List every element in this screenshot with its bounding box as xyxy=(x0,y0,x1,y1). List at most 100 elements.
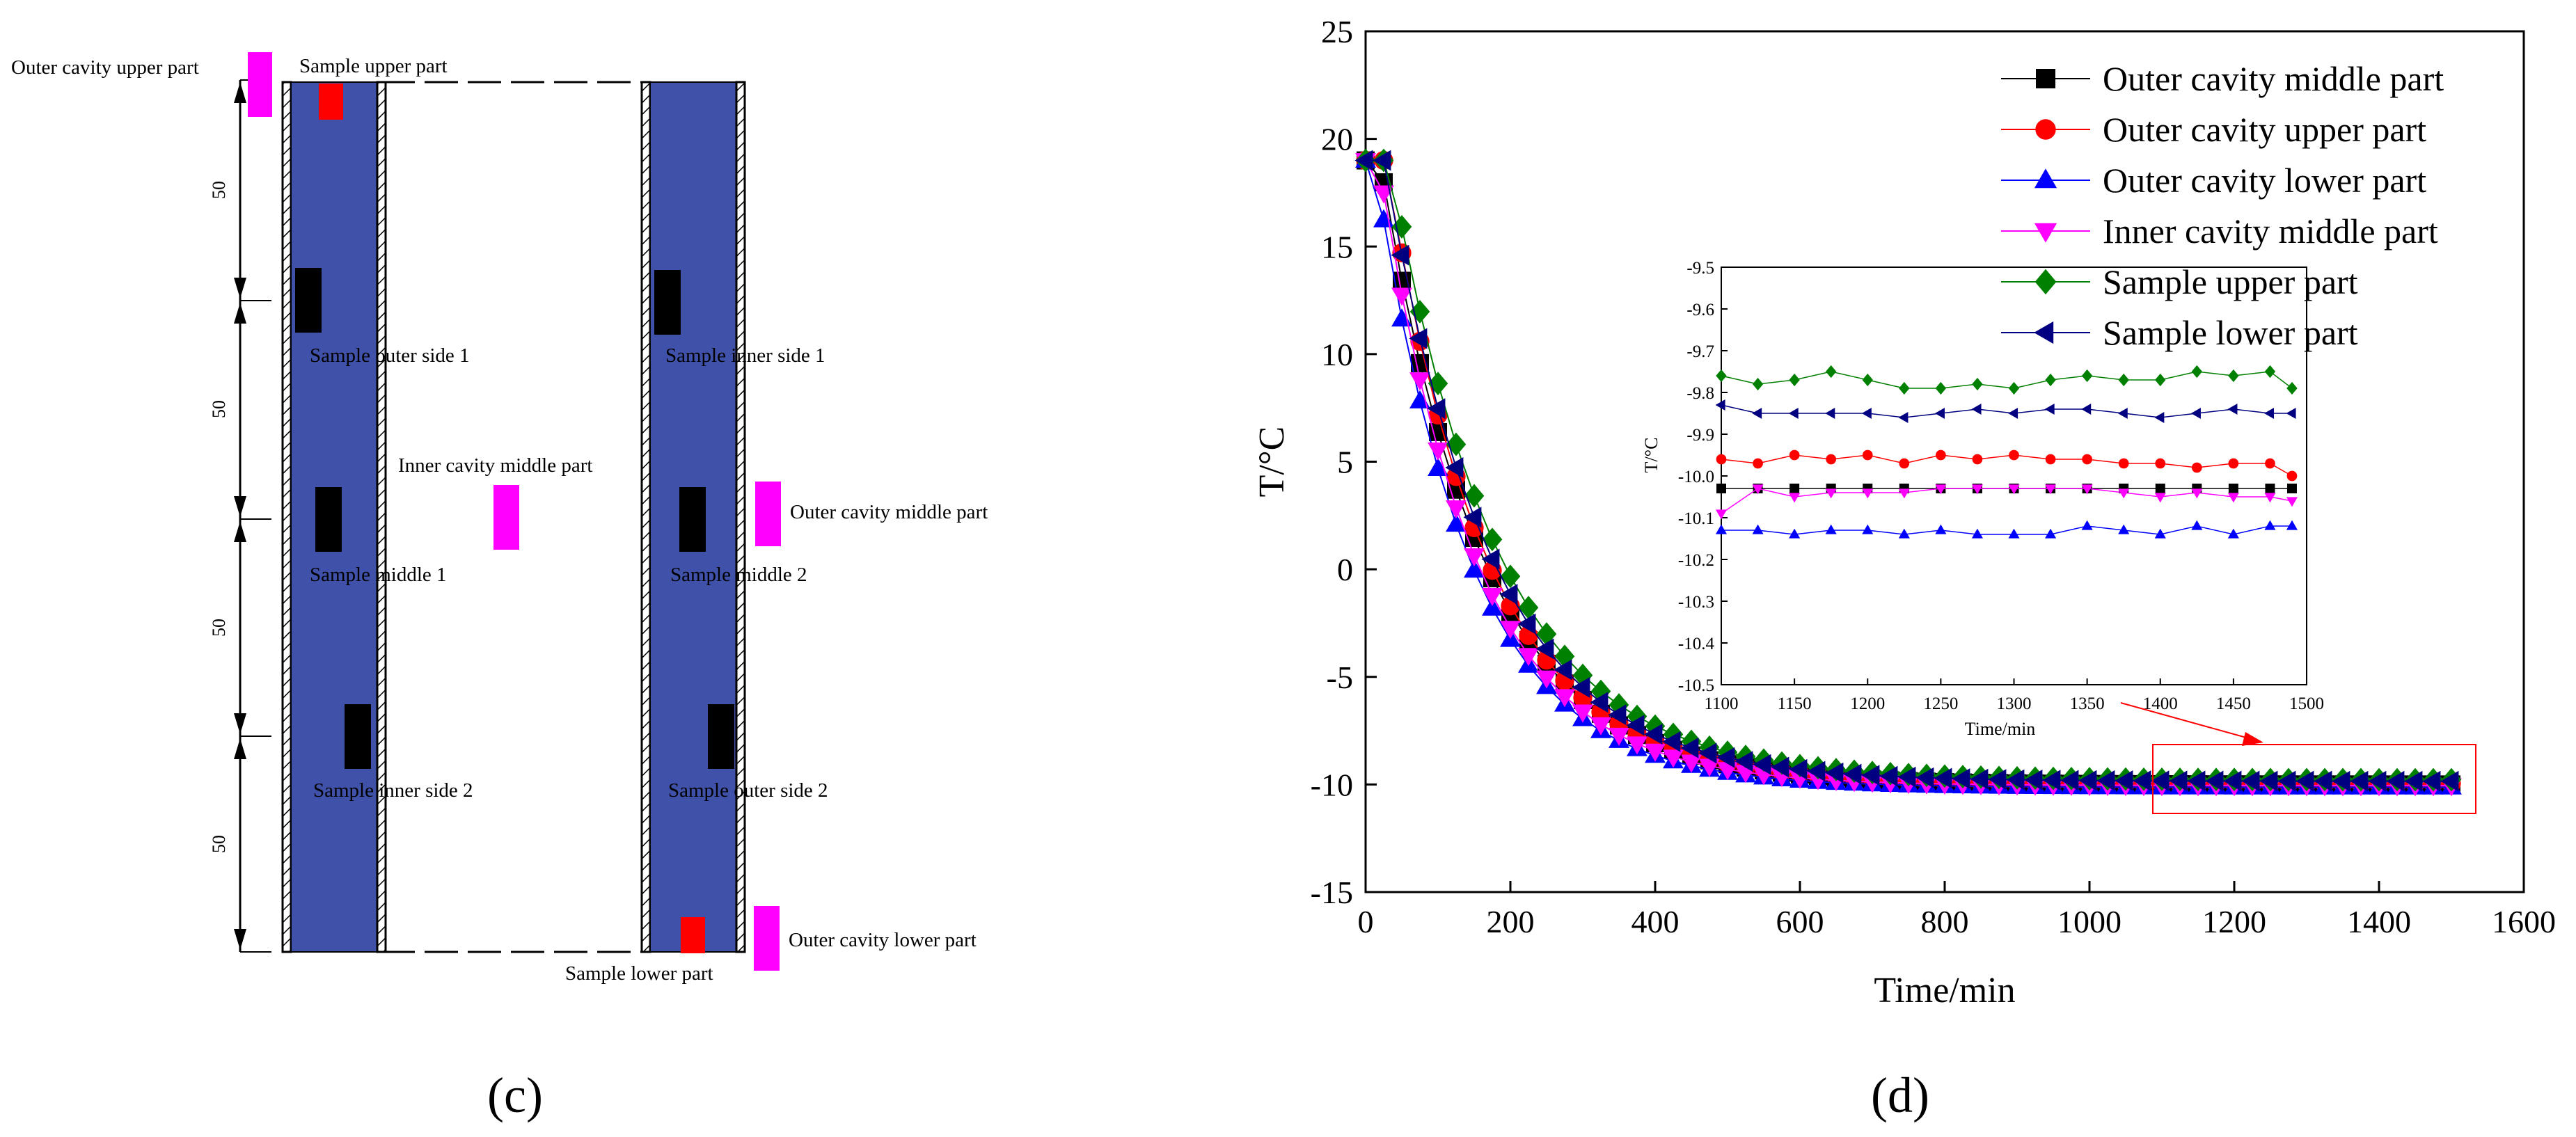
dimension-label-4: 50 xyxy=(209,835,229,853)
data-point xyxy=(2205,770,2224,792)
main-chart-axes: 0 200 400 600 800 1000 1200 1400 1600 -15 -10 -5 0 5 1… xyxy=(1252,14,2556,1010)
inset-x-tick-label: 1200 xyxy=(1850,694,1885,713)
dimension-arrowhead xyxy=(234,303,246,324)
panel-c-schematic: 50 50 50 50 xyxy=(11,52,988,1123)
data-point xyxy=(1735,751,1753,772)
inset-y-tick-label: -10.0 xyxy=(1678,468,1714,486)
caption-c: (c) xyxy=(487,1067,543,1123)
inset-data-point xyxy=(1862,373,1873,387)
data-point xyxy=(2296,770,2314,792)
data-point xyxy=(1500,564,1521,589)
main-chart-series xyxy=(1354,148,2462,797)
data-point xyxy=(2187,770,2206,792)
dimension-arrowhead xyxy=(234,278,246,299)
inset-y-tick-label: -9.7 xyxy=(1686,342,1714,361)
label-sample-outer-1: Sample outer side 1 xyxy=(310,344,470,367)
x-tick-label: 1000 xyxy=(2057,904,2121,939)
inset-data-point xyxy=(2227,403,2238,415)
inset-data-point xyxy=(2118,373,2129,387)
data-point xyxy=(1428,458,1448,477)
inset-data-point xyxy=(1935,381,1947,395)
legend-marker xyxy=(2034,269,2057,295)
inset-data-point xyxy=(2228,484,2238,493)
legend-entry: Inner cavity middle part xyxy=(2001,212,2438,251)
inset-data-point xyxy=(1715,524,1728,534)
inset-data-point xyxy=(2009,450,2019,461)
label-sample-inner-1: Sample inner side 1 xyxy=(665,344,825,367)
inset-data-point xyxy=(1972,454,1983,465)
data-point xyxy=(1391,287,1412,306)
data-point xyxy=(1409,372,1430,391)
inset-data-point xyxy=(2008,528,2020,539)
legend-label: Inner cavity middle part xyxy=(2103,212,2438,251)
data-point xyxy=(2223,770,2242,792)
data-point xyxy=(2404,770,2423,792)
data-point xyxy=(1482,597,1503,616)
inset-data-point xyxy=(2228,458,2239,469)
inset-data-point xyxy=(2227,528,2239,539)
sensor-outer-cavity-lower xyxy=(754,906,780,971)
data-point xyxy=(2440,770,2459,792)
y-tick-label: -10 xyxy=(1311,767,1353,802)
data-point xyxy=(1464,548,1485,567)
inset-data-point xyxy=(1899,381,1910,395)
sensor-sample-inner-1 xyxy=(654,270,681,335)
data-point xyxy=(2169,770,2188,792)
inset-series-sample-upper-part xyxy=(1716,365,2298,395)
inset-data-point xyxy=(2264,493,2276,503)
inset-data-point xyxy=(2117,407,2128,420)
inset-chart-series xyxy=(1715,365,2298,539)
inset-data-point xyxy=(1752,377,1764,391)
data-point xyxy=(2151,770,2170,792)
inset-data-point xyxy=(1826,454,1837,465)
inset-data-point xyxy=(2081,369,2093,383)
data-point xyxy=(1482,588,1503,607)
inset-data-point xyxy=(2082,454,2092,465)
data-point xyxy=(2259,770,2278,792)
inset-data-point xyxy=(1716,484,1726,493)
data-point xyxy=(1771,756,1789,778)
series-sample-lower-part xyxy=(1354,150,2459,792)
inset-y-tick-label: -9.5 xyxy=(1686,259,1714,278)
legend-label: Sample lower part xyxy=(2103,313,2358,352)
label-sample-upper: Sample upper part xyxy=(299,55,448,77)
x-tick-label: 0 xyxy=(1358,904,1374,939)
data-point xyxy=(2060,770,2079,791)
inset-x-tick-label: 1250 xyxy=(1923,694,1958,713)
left-wall-outer xyxy=(281,81,292,953)
inset-data-point xyxy=(1971,484,1983,495)
data-point xyxy=(2024,769,2043,790)
data-point xyxy=(1391,215,1412,239)
data-point xyxy=(1427,398,1446,420)
data-point xyxy=(2006,769,2025,790)
data-point xyxy=(2096,770,2115,791)
inset-data-point xyxy=(2081,403,2092,415)
data-point xyxy=(1843,763,1862,785)
x-tick-label: 1600 xyxy=(2492,904,2556,939)
data-point xyxy=(2332,770,2350,792)
inset-data-point xyxy=(1753,458,1763,469)
inset-y-tick-label: -10.1 xyxy=(1678,509,1714,528)
legend-label: Sample upper part xyxy=(2103,262,2358,301)
data-point xyxy=(1699,758,1720,777)
x-axis-label: Time/min xyxy=(1874,971,2015,1010)
label-outer-cavity-upper: Outer cavity upper part xyxy=(11,56,199,79)
inset-data-point xyxy=(2118,488,2130,499)
x-tick-label: 200 xyxy=(1487,904,1535,939)
y-tick-label: 10 xyxy=(1321,337,1353,372)
inset-data-point xyxy=(2155,458,2166,469)
inset-data-point xyxy=(1862,524,1874,534)
legend-entry: Sample lower part xyxy=(2001,313,2358,352)
y-tick-label: 25 xyxy=(1321,14,1353,49)
inset-data-point xyxy=(2008,381,2020,395)
inset-data-point xyxy=(1716,454,1727,465)
dimension-label-2: 50 xyxy=(209,400,229,418)
inset-data-point xyxy=(1715,399,1725,411)
inset-data-point xyxy=(2191,488,2203,499)
dimension-arrowhead xyxy=(234,929,246,950)
data-point xyxy=(1626,715,1645,736)
data-point xyxy=(1807,761,1826,782)
data-point xyxy=(1518,596,1539,620)
data-point xyxy=(1499,584,1518,605)
x-tick-label: 800 xyxy=(1921,904,1969,939)
